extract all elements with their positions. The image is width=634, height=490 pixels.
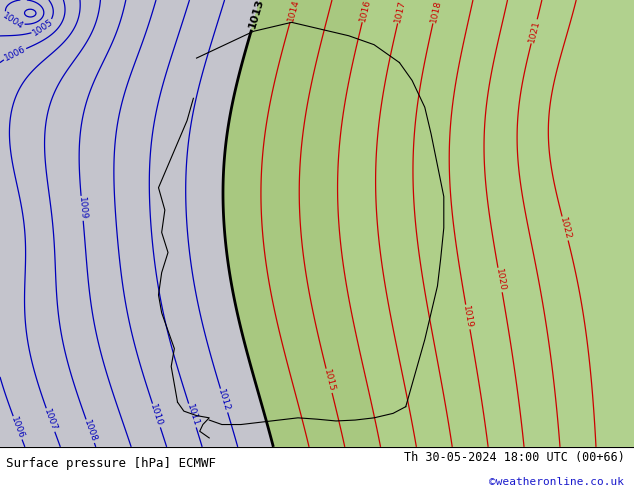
Text: Surface pressure [hPa] ECMWF: Surface pressure [hPa] ECMWF [6,457,216,470]
Text: 1004: 1004 [1,11,25,31]
Text: 1010: 1010 [148,403,164,428]
Text: 1005: 1005 [31,18,55,38]
Text: 1019: 1019 [462,305,474,329]
Text: 1014: 1014 [286,0,301,23]
Text: 1006: 1006 [3,45,27,63]
Text: 1021: 1021 [527,19,541,44]
Text: 1011: 1011 [184,403,200,428]
Text: 1013: 1013 [247,0,266,29]
Text: 1015: 1015 [322,368,336,393]
Text: 1012: 1012 [216,388,231,413]
Text: 1022: 1022 [558,217,573,241]
Text: 1016: 1016 [358,0,372,23]
Text: 1008: 1008 [82,419,98,443]
Text: 1006: 1006 [10,416,26,440]
Text: 1017: 1017 [394,0,408,24]
Text: ©weatheronline.co.uk: ©weatheronline.co.uk [489,477,624,487]
Text: 1020: 1020 [494,268,507,292]
Text: 1018: 1018 [429,0,443,24]
Text: 1007: 1007 [42,408,58,432]
Text: Th 30-05-2024 18:00 UTC (00+66): Th 30-05-2024 18:00 UTC (00+66) [404,451,624,464]
Text: 1009: 1009 [77,196,87,220]
